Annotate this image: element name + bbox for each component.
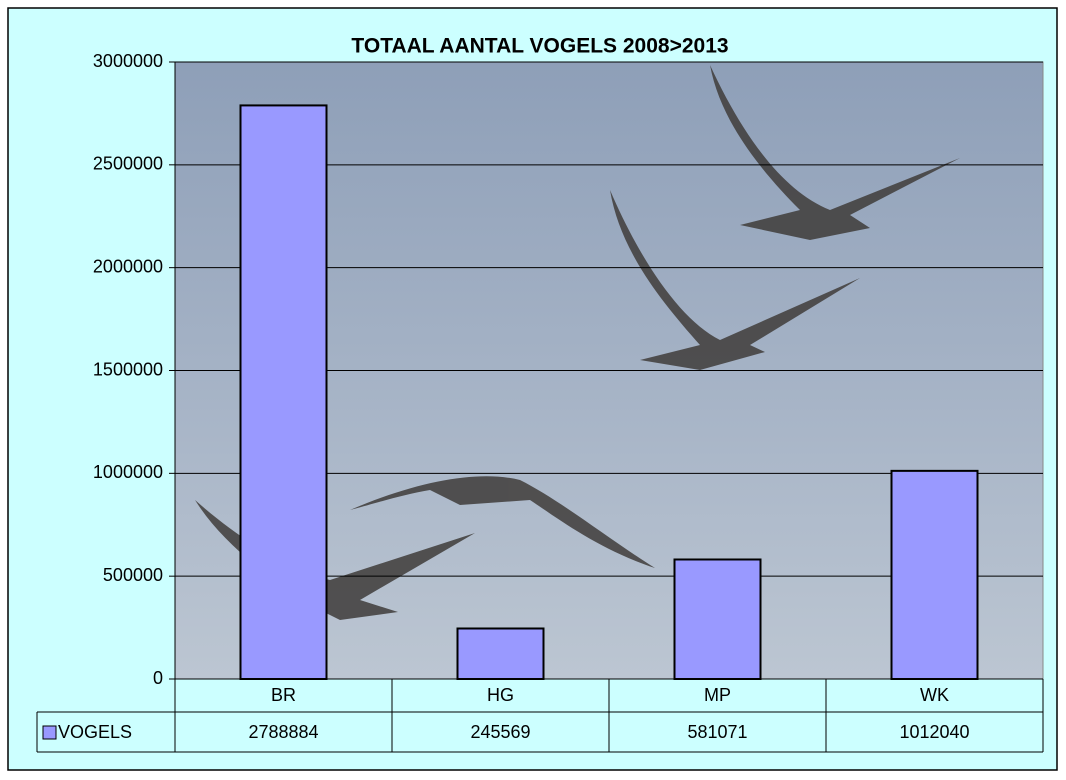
y-tick-label: 1000000 (93, 462, 163, 482)
table-value: 1012040 (899, 722, 969, 742)
bar (241, 105, 327, 679)
table-value: 581071 (687, 722, 747, 742)
y-tick-label: 3000000 (93, 51, 163, 71)
chart: TOTAAL AANTAL VOGELS 2008>2013 0 500000 10… (0, 0, 1066, 780)
legend-label: VOGELS (58, 722, 132, 742)
legend-key (43, 726, 56, 739)
x-tick-label: WK (920, 685, 949, 705)
table-value: 2788884 (248, 722, 318, 742)
table-value: 245569 (470, 722, 530, 742)
bar (675, 559, 761, 679)
y-tick-label: 0 (153, 668, 163, 688)
y-tick-label: 1500000 (93, 359, 163, 379)
x-tick-label: MP (704, 685, 731, 705)
bar (458, 628, 544, 679)
y-tick-label: 2000000 (93, 256, 163, 276)
y-tick-label: 2500000 (93, 154, 163, 174)
x-tick-label: HG (487, 685, 514, 705)
y-tick-label: 500000 (103, 565, 163, 585)
bar (892, 471, 978, 679)
x-tick-label: BR (271, 685, 296, 705)
chart-title: TOTAAL AANTAL VOGELS 2008>2013 (351, 35, 728, 58)
